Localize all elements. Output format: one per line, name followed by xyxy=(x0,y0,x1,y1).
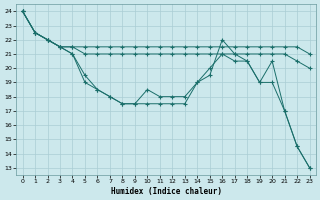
X-axis label: Humidex (Indice chaleur): Humidex (Indice chaleur) xyxy=(111,187,221,196)
